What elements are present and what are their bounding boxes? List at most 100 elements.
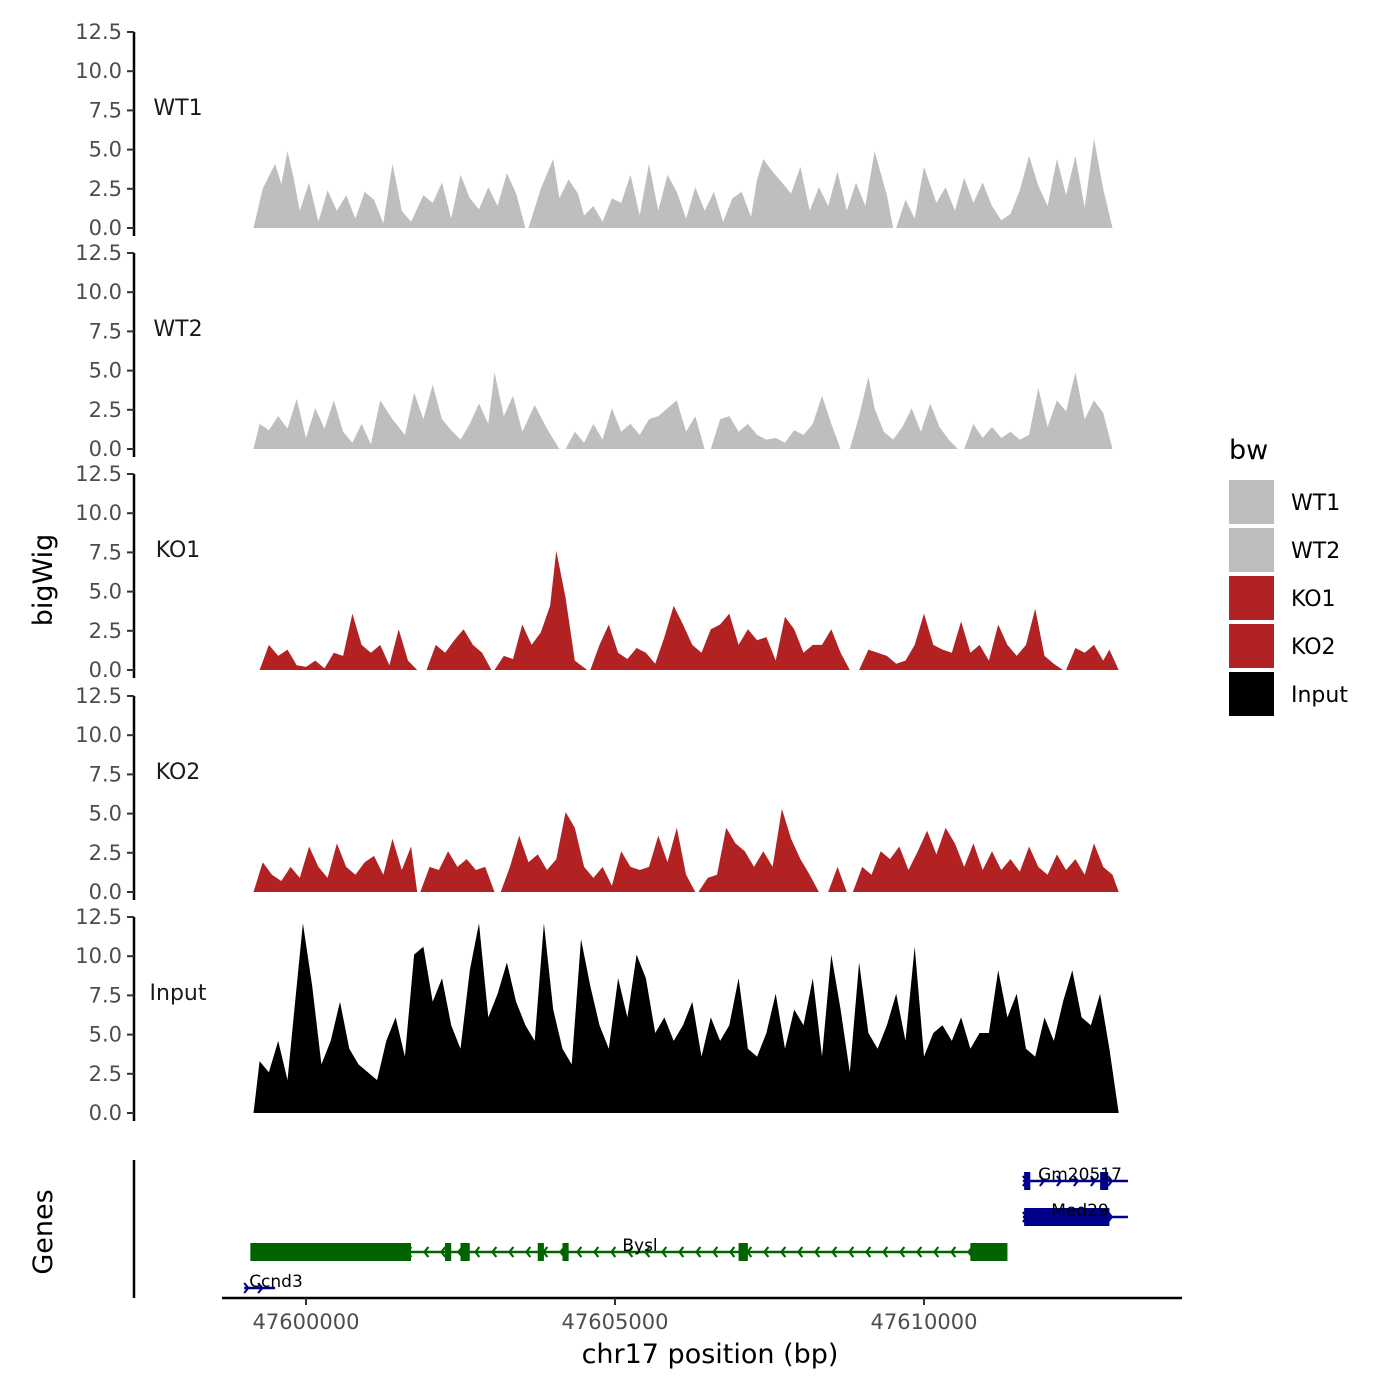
gene-med29: Med29 xyxy=(1022,1201,1128,1226)
gene-label-bysl: Bysl xyxy=(622,1236,657,1256)
track-label-wt2: WT2 xyxy=(153,317,202,342)
y-tick-label: 0.0 xyxy=(89,658,122,682)
track-panel-input: 0.0 2.5 5.0 7.5 10.0 12.5 Input xyxy=(75,905,1119,1125)
y-tick-label: 10.0 xyxy=(75,944,122,968)
strand-arrow xyxy=(864,1246,872,1258)
strand-arrow xyxy=(490,1246,498,1258)
coverage-area-ko1 xyxy=(859,608,1063,670)
legend-title: bw xyxy=(1229,435,1268,466)
gene-exon xyxy=(970,1243,1008,1261)
coverage-area-ko2 xyxy=(828,866,847,892)
y-tick-label: 7.5 xyxy=(89,983,122,1007)
strand-arrow xyxy=(422,1246,430,1258)
legend-label: WT1 xyxy=(1291,491,1340,516)
y-tick-label: 2.5 xyxy=(89,177,122,201)
y-tick-label: 0.0 xyxy=(89,216,122,240)
legend-label: Input xyxy=(1291,683,1348,708)
coverage-area-ko1 xyxy=(259,613,418,670)
gene-exon xyxy=(1024,1208,1110,1226)
y-tick-label: 2.5 xyxy=(89,398,122,422)
y-axis-title: bigWig xyxy=(28,534,59,627)
legend-swatch xyxy=(1229,480,1274,524)
coverage-area-wt2 xyxy=(964,372,1113,449)
y-tick-label: 5.0 xyxy=(89,580,122,604)
y-tick-label: 5.0 xyxy=(89,359,122,383)
track-panel-ko1: 0.0 2.5 5.0 7.5 10.0 12.5 KO1 xyxy=(75,462,1119,682)
track-panel-ko2: 0.0 2.5 5.0 7.5 10.0 12.5 KO2 xyxy=(75,684,1119,904)
strand-arrow xyxy=(915,1246,923,1258)
y-tick-label: 10.0 xyxy=(75,59,122,83)
coverage-area-ko2 xyxy=(698,808,819,892)
strand-arrow xyxy=(949,1246,957,1258)
strand-arrow xyxy=(524,1246,532,1258)
strand-arrow xyxy=(711,1246,719,1258)
legend-swatch xyxy=(1229,576,1274,620)
track-panel-wt1: 0.0 2.5 5.0 7.5 10.0 12.5 WT1 xyxy=(75,20,1113,240)
strand-arrow xyxy=(243,1282,250,1294)
coverage-area-wt1 xyxy=(253,151,526,228)
strand-arrow xyxy=(473,1246,481,1258)
strand-arrow xyxy=(643,1246,651,1258)
track-label-ko2: KO2 xyxy=(156,760,201,785)
legend-item-ko2: KO2 xyxy=(1229,624,1336,668)
strand-arrow xyxy=(1073,1175,1080,1187)
legend-swatch xyxy=(1229,624,1274,668)
strand-arrow xyxy=(694,1246,702,1258)
y-tick-label: 12.5 xyxy=(75,684,122,708)
gene-bysl: Bysl xyxy=(250,1236,1008,1261)
legend-item-input: Input xyxy=(1229,672,1348,716)
gene-exon xyxy=(1024,1172,1031,1190)
y-tick-label: 5.0 xyxy=(89,1023,122,1047)
y-tick-label: 0.0 xyxy=(89,880,122,904)
legend-item-ko1: KO1 xyxy=(1229,576,1336,620)
gene-label-gm20517: Gm20517 xyxy=(1038,1165,1122,1185)
y-tick-label: 12.5 xyxy=(75,241,122,265)
coverage-area-wt1 xyxy=(528,151,894,228)
legend-swatch xyxy=(1229,528,1274,572)
gene-gm20517: Gm20517 xyxy=(1022,1165,1128,1190)
track-label-ko1: KO1 xyxy=(156,538,201,563)
legend-label: KO2 xyxy=(1291,635,1336,660)
gene-exon xyxy=(537,1243,544,1261)
strand-arrow xyxy=(898,1246,906,1258)
gene-exon xyxy=(562,1243,569,1261)
y-tick-label: 10.0 xyxy=(75,723,122,747)
coverage-area-wt2 xyxy=(253,372,560,449)
y-tick-label: 2.5 xyxy=(89,841,122,865)
y-tick-label: 12.5 xyxy=(75,462,122,486)
strand-arrow xyxy=(439,1246,447,1258)
gene-label-ccnd3: Ccnd3 xyxy=(249,1272,303,1292)
legend-item-wt2: WT2 xyxy=(1229,528,1340,572)
x-tick-label: 47610000 xyxy=(871,1310,978,1334)
y-tick-label: 7.5 xyxy=(89,98,122,122)
strand-arrow xyxy=(507,1246,515,1258)
y-tick-label: 7.5 xyxy=(89,762,122,786)
track-panel-wt2: 0.0 2.5 5.0 7.5 10.0 12.5 WT2 xyxy=(75,241,1113,461)
y-tick-label: 10.0 xyxy=(75,280,122,304)
strand-arrow xyxy=(1039,1175,1046,1187)
x-tick-label: 47600000 xyxy=(253,1310,360,1334)
legend: bw WT1 WT2 KO1 KO2 Input xyxy=(1229,435,1348,716)
strand-arrow xyxy=(626,1246,634,1258)
x-tick-label: 47605000 xyxy=(562,1310,669,1334)
strand-arrow xyxy=(932,1246,940,1258)
coverage-tracks: 0.0 2.5 5.0 7.5 10.0 12.5 WT1 0.0 2.5 5.0 7.5 10.0 1… xyxy=(75,20,1119,1125)
y-tick-label: 2.5 xyxy=(89,1062,122,1086)
gene-exon xyxy=(250,1243,412,1261)
x-axis-title: chr17 position (bp) xyxy=(582,1339,839,1370)
gene-exon xyxy=(445,1243,452,1261)
coverage-area-ko2 xyxy=(253,838,418,892)
strand-arrow xyxy=(1090,1175,1097,1187)
strand-arrow xyxy=(257,1282,264,1294)
coverage-area-ko1 xyxy=(590,605,850,670)
coverage-area-ko1 xyxy=(494,550,588,670)
y-tick-label: 0.0 xyxy=(89,1101,122,1125)
strand-arrow xyxy=(1056,1175,1063,1187)
y-tick-label: 12.5 xyxy=(75,20,122,44)
legend-label: KO1 xyxy=(1291,587,1336,612)
y-tick-label: 0.0 xyxy=(89,437,122,461)
coverage-area-wt1 xyxy=(896,138,1113,228)
strand-arrow xyxy=(575,1246,583,1258)
strand-arrow xyxy=(830,1246,838,1258)
